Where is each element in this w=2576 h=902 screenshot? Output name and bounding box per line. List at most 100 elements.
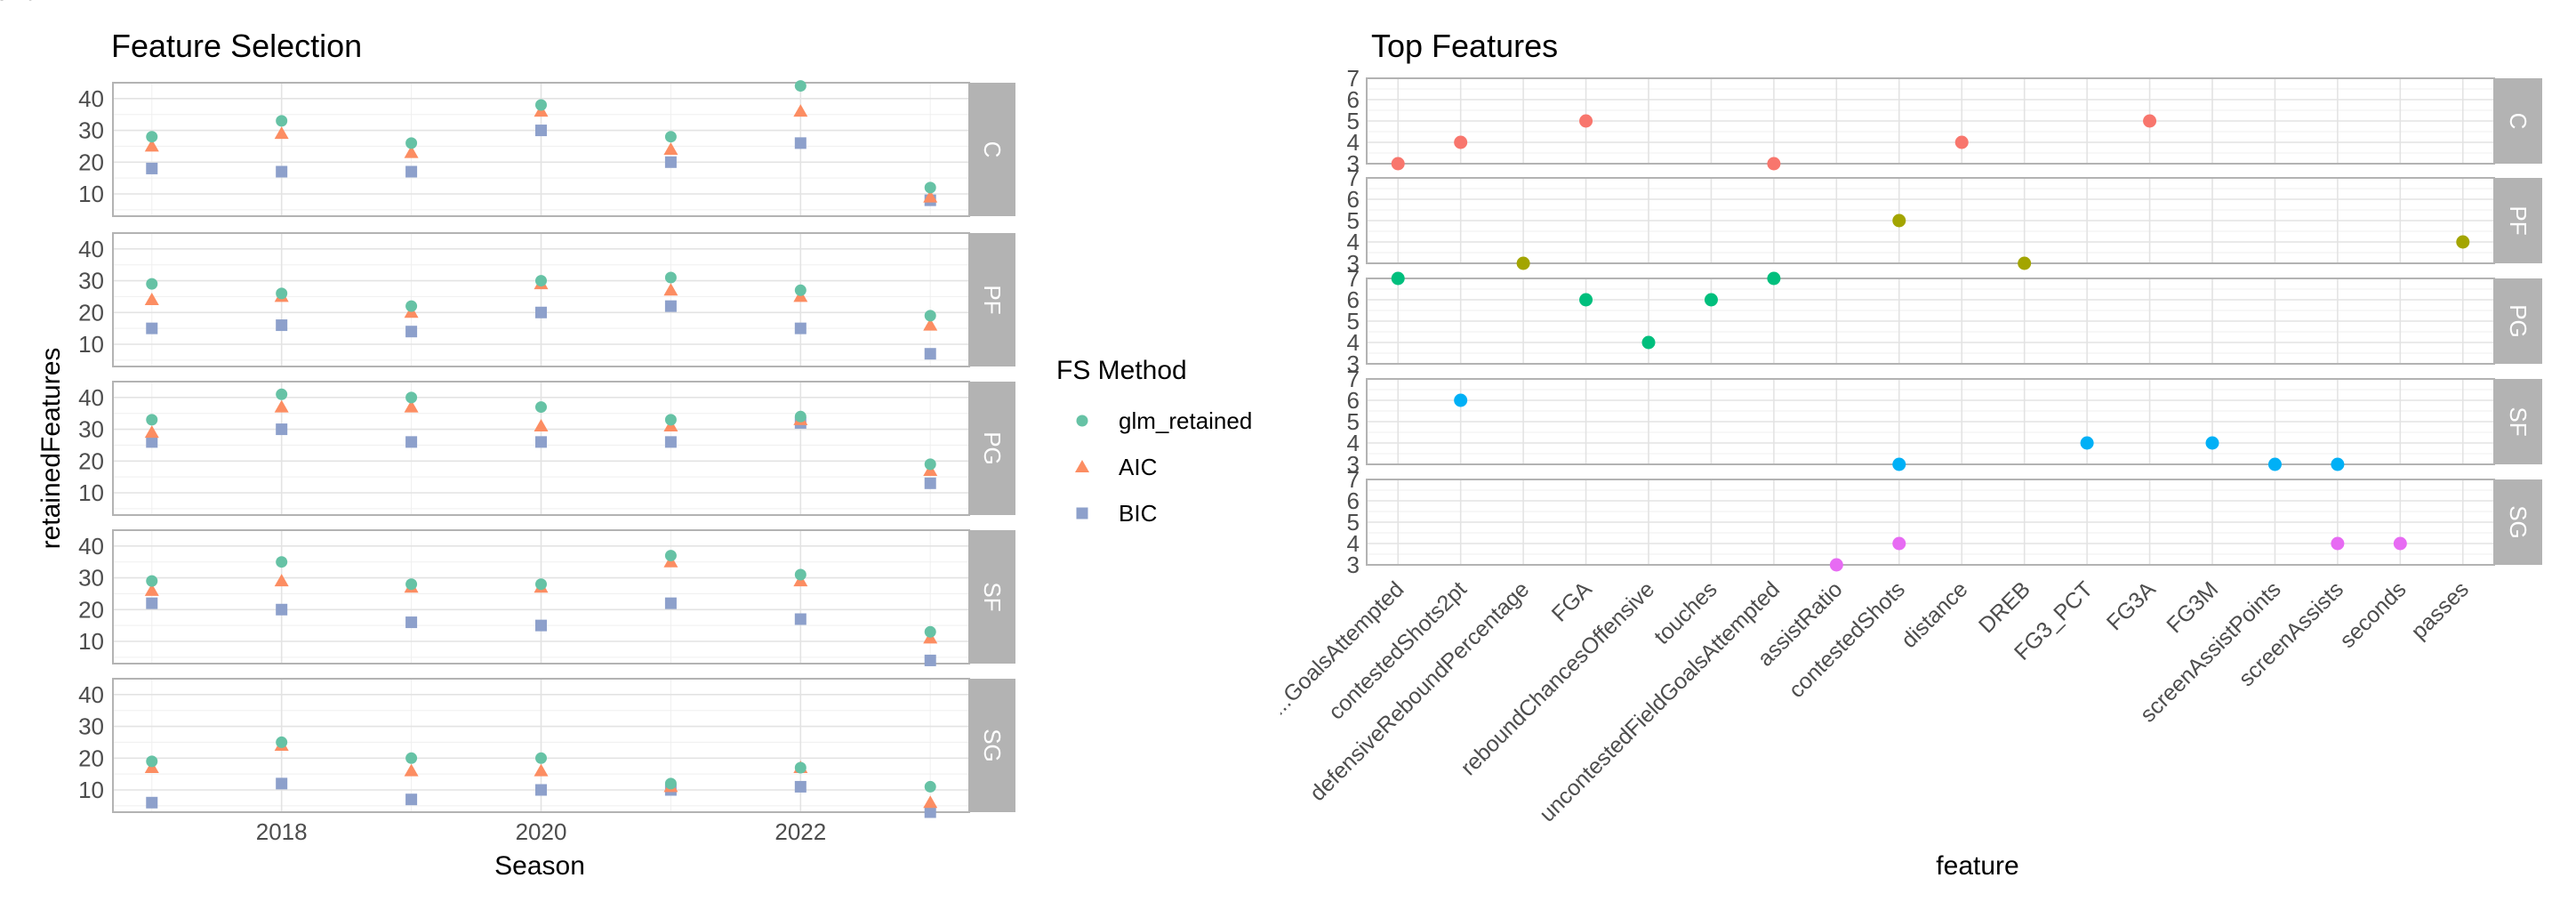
point-aic (144, 293, 159, 305)
feature-axis-label: feature (1936, 851, 2018, 881)
facet-strip (969, 679, 1015, 812)
point-bic (535, 436, 547, 448)
facet-strip (2494, 479, 2542, 565)
facet-label-sg: SG (2505, 505, 2532, 539)
point-bic (664, 597, 677, 609)
point-aic (534, 763, 549, 777)
point-bic (405, 793, 418, 806)
point-bic (276, 777, 288, 790)
facet-strip (2494, 178, 2542, 263)
facet-strip (969, 530, 1015, 664)
point-glm-retained (146, 575, 158, 587)
legend-label-aic: AIC (1119, 454, 1157, 480)
point-bic (924, 654, 936, 666)
point-goalsattempted (1391, 271, 1405, 286)
y-tick-label: 20 (78, 596, 104, 623)
y-tick-label: 4 (1347, 430, 1360, 456)
point-bic (794, 613, 807, 625)
season-axis-label: Season (494, 851, 585, 881)
category-label: seconds (2335, 576, 2411, 653)
point-glm-retained (664, 271, 677, 284)
facet-strip (2494, 78, 2542, 164)
legend-label-glm-retained: glm_retained (1119, 407, 1252, 434)
point-glm-retained (405, 578, 418, 591)
legend: glm_retained AIC BIC (1075, 407, 1252, 527)
point-bic (276, 423, 288, 436)
facet-label-pf: PF (2505, 205, 2532, 235)
feature-selection-panels: 10203040C10203040PF10203040PG10203040SF1… (78, 80, 1015, 845)
point-aic (404, 763, 419, 777)
point-glm-retained (794, 410, 807, 423)
x-tick-label: 2022 (774, 818, 826, 845)
facet-label-c: C (979, 141, 1006, 158)
point-bic (794, 137, 807, 149)
point-fg3a (2143, 114, 2157, 128)
point-bic (146, 322, 158, 334)
point-glm-retained (664, 414, 677, 426)
facet-strip (969, 83, 1015, 216)
y-tick-label: 5 (1347, 408, 1360, 435)
y-tick-label: 3 (1347, 250, 1360, 277)
point-reboundchancesoffensive (1641, 335, 1656, 350)
point-bic (146, 162, 158, 174)
point-glm-retained (664, 777, 677, 790)
y-tick-label: 7 (1347, 265, 1360, 292)
point-glm-retained (924, 181, 936, 194)
point-aic (663, 142, 678, 155)
point-bic (535, 306, 547, 318)
facet-label-pg: PG (979, 431, 1006, 465)
facet-strip (2494, 379, 2542, 464)
point-bic (276, 603, 288, 616)
y-tick-label: 7 (1347, 466, 1360, 493)
y-tick-label: 6 (1347, 286, 1360, 313)
facet-label-sf: SF (979, 582, 1006, 611)
y-tick-label: 7 (1347, 65, 1360, 92)
point-aic (404, 399, 419, 413)
point-glm-retained (535, 752, 547, 764)
facet-label-sf: SF (2505, 407, 2532, 436)
point-bic (146, 597, 158, 609)
point-glm-retained (794, 284, 807, 296)
point-aic (274, 399, 289, 413)
point-bic (794, 322, 807, 334)
point-bic (664, 436, 677, 448)
y-tick-label: 10 (78, 628, 104, 655)
panel-sf: 10 20 30 40 SF (78, 529, 1015, 666)
point-aic (144, 583, 159, 596)
legend-key-bic (1076, 507, 1088, 519)
y-tick-label: 40 (78, 681, 104, 708)
point-glm-retained (405, 391, 418, 404)
y-tick-label: 40 (78, 384, 104, 411)
facet-label-pf: PF (979, 285, 1006, 314)
point-contestedshots (1892, 457, 1906, 471)
point-glm-retained (405, 137, 418, 149)
y-tick-label: 4 (1347, 530, 1360, 557)
point-bic (276, 165, 288, 178)
point-bic (405, 616, 418, 629)
point-assistratio (1829, 558, 1843, 572)
point-aic (923, 795, 938, 809)
point-bic (535, 125, 547, 137)
point-glm-retained (146, 278, 158, 290)
point-glm-retained (146, 755, 158, 768)
legend-title: FS Method (1056, 356, 1187, 385)
legend-key-aic (1075, 460, 1089, 472)
point-fga (1579, 114, 1593, 128)
point-glm-retained (146, 414, 158, 426)
category-label: FGA (1547, 576, 1597, 626)
point-uncontestedfieldgoalsattempted (1767, 271, 1781, 286)
point-glm-retained (664, 550, 677, 562)
y-tick-label: 7 (1347, 165, 1360, 191)
point-bic (405, 165, 418, 178)
point-glm-retained (924, 458, 936, 471)
y-tick-label: 30 (78, 268, 104, 294)
point-bic (794, 780, 807, 793)
facet-label-sg: SG (979, 729, 1006, 762)
facet-label-c: C (2505, 113, 2532, 130)
category-label: distance (1897, 576, 1973, 653)
point-contestedshots2pt (1454, 393, 1468, 407)
point-glm-retained (535, 275, 547, 287)
